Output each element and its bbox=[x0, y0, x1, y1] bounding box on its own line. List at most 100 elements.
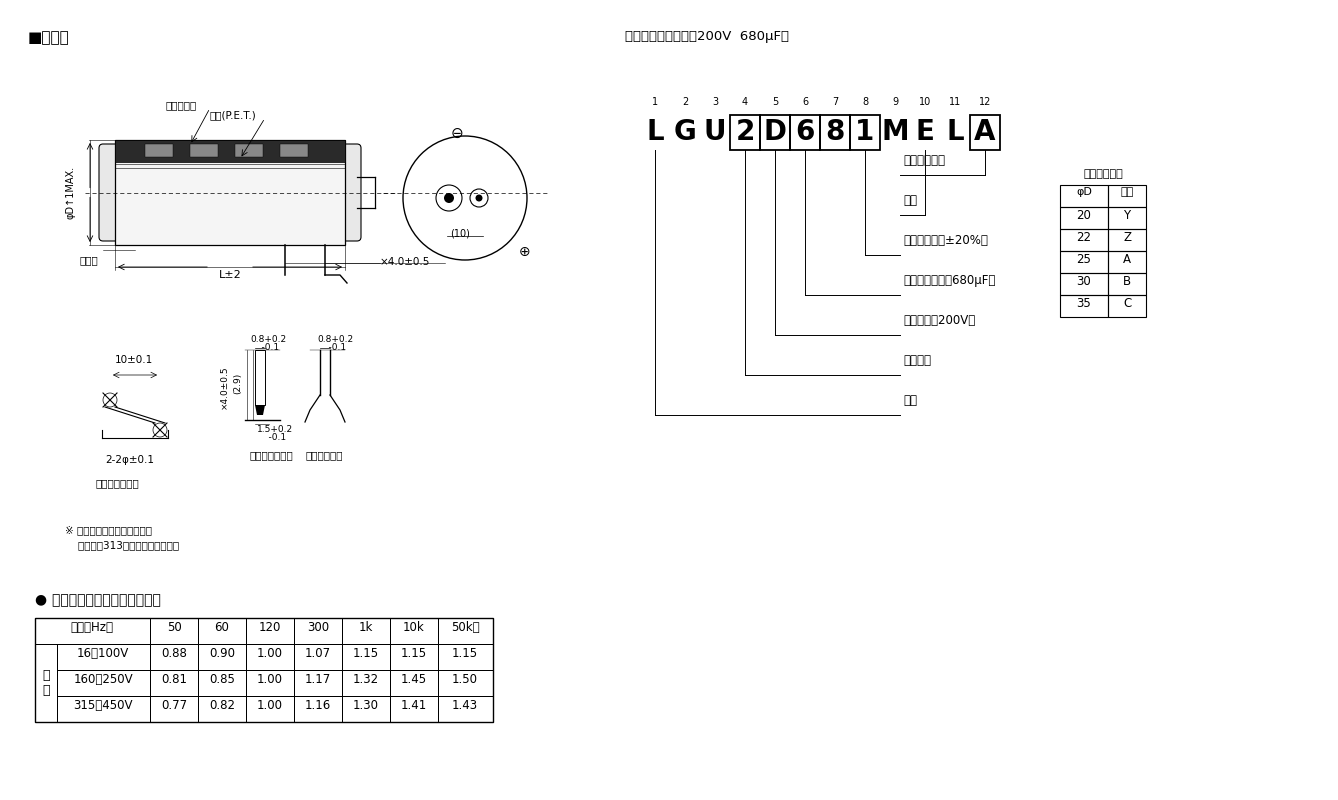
Bar bbox=[35, 644, 58, 722]
Text: 30: 30 bbox=[1077, 275, 1092, 288]
FancyBboxPatch shape bbox=[341, 144, 361, 241]
Text: ■尺寸图: ■尺寸图 bbox=[28, 30, 70, 45]
Text: A: A bbox=[974, 118, 995, 146]
Bar bbox=[246, 618, 294, 644]
Text: -0.1: -0.1 bbox=[250, 343, 280, 352]
Text: 25: 25 bbox=[1077, 253, 1092, 266]
Bar bbox=[731, 115, 760, 150]
Text: 容量容许差（±20%）: 容量容许差（±20%） bbox=[903, 234, 987, 247]
Text: 1.5+0.2: 1.5+0.2 bbox=[257, 425, 293, 434]
Bar bbox=[198, 696, 246, 722]
Text: 0.8+0.2: 0.8+0.2 bbox=[317, 335, 353, 344]
Text: 1.00: 1.00 bbox=[257, 647, 284, 660]
Text: φD: φD bbox=[1076, 187, 1092, 197]
Text: 10±0.1: 10±0.1 bbox=[115, 355, 154, 365]
Text: 22: 22 bbox=[1077, 231, 1092, 244]
FancyBboxPatch shape bbox=[99, 144, 119, 241]
Bar bbox=[789, 115, 820, 150]
Text: 35: 35 bbox=[1077, 297, 1092, 310]
Bar bbox=[115, 140, 345, 245]
Text: ⊖: ⊖ bbox=[451, 126, 463, 141]
Text: 1.17: 1.17 bbox=[305, 673, 330, 686]
Text: 1.43: 1.43 bbox=[452, 699, 478, 712]
Text: (2.9): (2.9) bbox=[233, 373, 242, 394]
Bar bbox=[1060, 185, 1108, 207]
Bar bbox=[760, 115, 789, 150]
Bar bbox=[35, 618, 492, 722]
Bar bbox=[190, 144, 218, 157]
Text: 铝壳尺寸代码: 铝壳尺寸代码 bbox=[1084, 169, 1123, 179]
Bar bbox=[198, 670, 246, 696]
Bar bbox=[145, 144, 173, 157]
Bar bbox=[438, 644, 492, 670]
Bar bbox=[294, 618, 343, 644]
Bar bbox=[1108, 273, 1147, 295]
Text: Y: Y bbox=[1124, 209, 1131, 222]
Text: 1: 1 bbox=[652, 97, 658, 107]
Bar bbox=[389, 670, 438, 696]
Text: 0.8+0.2: 0.8+0.2 bbox=[250, 335, 286, 344]
Text: Z: Z bbox=[1123, 231, 1131, 244]
Text: 50: 50 bbox=[167, 621, 182, 634]
Text: （端子型状）: （端子型状） bbox=[305, 450, 343, 460]
Text: 1.41: 1.41 bbox=[401, 699, 427, 712]
Text: G: G bbox=[673, 118, 696, 146]
Bar bbox=[1060, 295, 1108, 317]
Text: 1.15: 1.15 bbox=[401, 647, 427, 660]
Bar bbox=[389, 644, 438, 670]
Text: 1k: 1k bbox=[359, 621, 373, 634]
Bar bbox=[58, 670, 150, 696]
Text: 11: 11 bbox=[949, 97, 961, 107]
Circle shape bbox=[444, 193, 454, 203]
Text: A: A bbox=[1123, 253, 1131, 266]
Text: 1.07: 1.07 bbox=[305, 647, 330, 660]
Polygon shape bbox=[256, 405, 265, 415]
Text: 4: 4 bbox=[743, 97, 748, 107]
Text: L: L bbox=[646, 118, 664, 146]
Bar bbox=[438, 696, 492, 722]
Bar bbox=[150, 670, 198, 696]
Text: 300: 300 bbox=[306, 621, 329, 634]
Text: 1.00: 1.00 bbox=[257, 673, 284, 686]
Bar bbox=[115, 140, 345, 162]
Text: 编码: 编码 bbox=[1120, 187, 1133, 197]
Bar bbox=[343, 618, 389, 644]
Text: 7: 7 bbox=[832, 97, 838, 107]
Bar bbox=[343, 644, 389, 670]
Text: 0.81: 0.81 bbox=[161, 673, 187, 686]
Circle shape bbox=[475, 194, 483, 202]
Text: 6: 6 bbox=[801, 97, 808, 107]
Text: 0.90: 0.90 bbox=[209, 647, 235, 660]
Text: 外套(P.E.T.): 外套(P.E.T.) bbox=[210, 110, 257, 120]
Text: U: U bbox=[704, 118, 727, 146]
Bar bbox=[1060, 273, 1108, 295]
Text: D: D bbox=[764, 118, 787, 146]
Bar bbox=[389, 618, 438, 644]
Bar bbox=[1060, 251, 1108, 273]
Bar bbox=[1060, 207, 1108, 229]
Text: 0.85: 0.85 bbox=[209, 673, 235, 686]
Text: M: M bbox=[882, 118, 909, 146]
Text: 1: 1 bbox=[855, 118, 875, 146]
Bar bbox=[438, 670, 492, 696]
Bar bbox=[294, 670, 343, 696]
Text: 50k～: 50k～ bbox=[451, 621, 479, 634]
Bar bbox=[343, 670, 389, 696]
Bar bbox=[850, 115, 880, 150]
Text: 1.32: 1.32 bbox=[353, 673, 379, 686]
Bar bbox=[58, 644, 150, 670]
Bar bbox=[1060, 229, 1108, 251]
Text: (10): (10) bbox=[450, 228, 470, 238]
Bar bbox=[294, 696, 343, 722]
Bar bbox=[35, 618, 150, 644]
Text: -0.1: -0.1 bbox=[257, 433, 286, 442]
Text: L: L bbox=[946, 118, 963, 146]
Text: 8: 8 bbox=[862, 97, 868, 107]
Text: ×4.0±0.5: ×4.0±0.5 bbox=[219, 365, 229, 409]
Text: 系列名称: 系列名称 bbox=[903, 354, 931, 367]
Bar bbox=[343, 696, 389, 722]
Text: 铝壳尺寸代码: 铝壳尺寸代码 bbox=[903, 154, 945, 167]
Text: B: B bbox=[1123, 275, 1131, 288]
Text: 系
数: 系 数 bbox=[43, 669, 50, 697]
Text: 阴极标示带: 阴极标示带 bbox=[165, 100, 197, 110]
